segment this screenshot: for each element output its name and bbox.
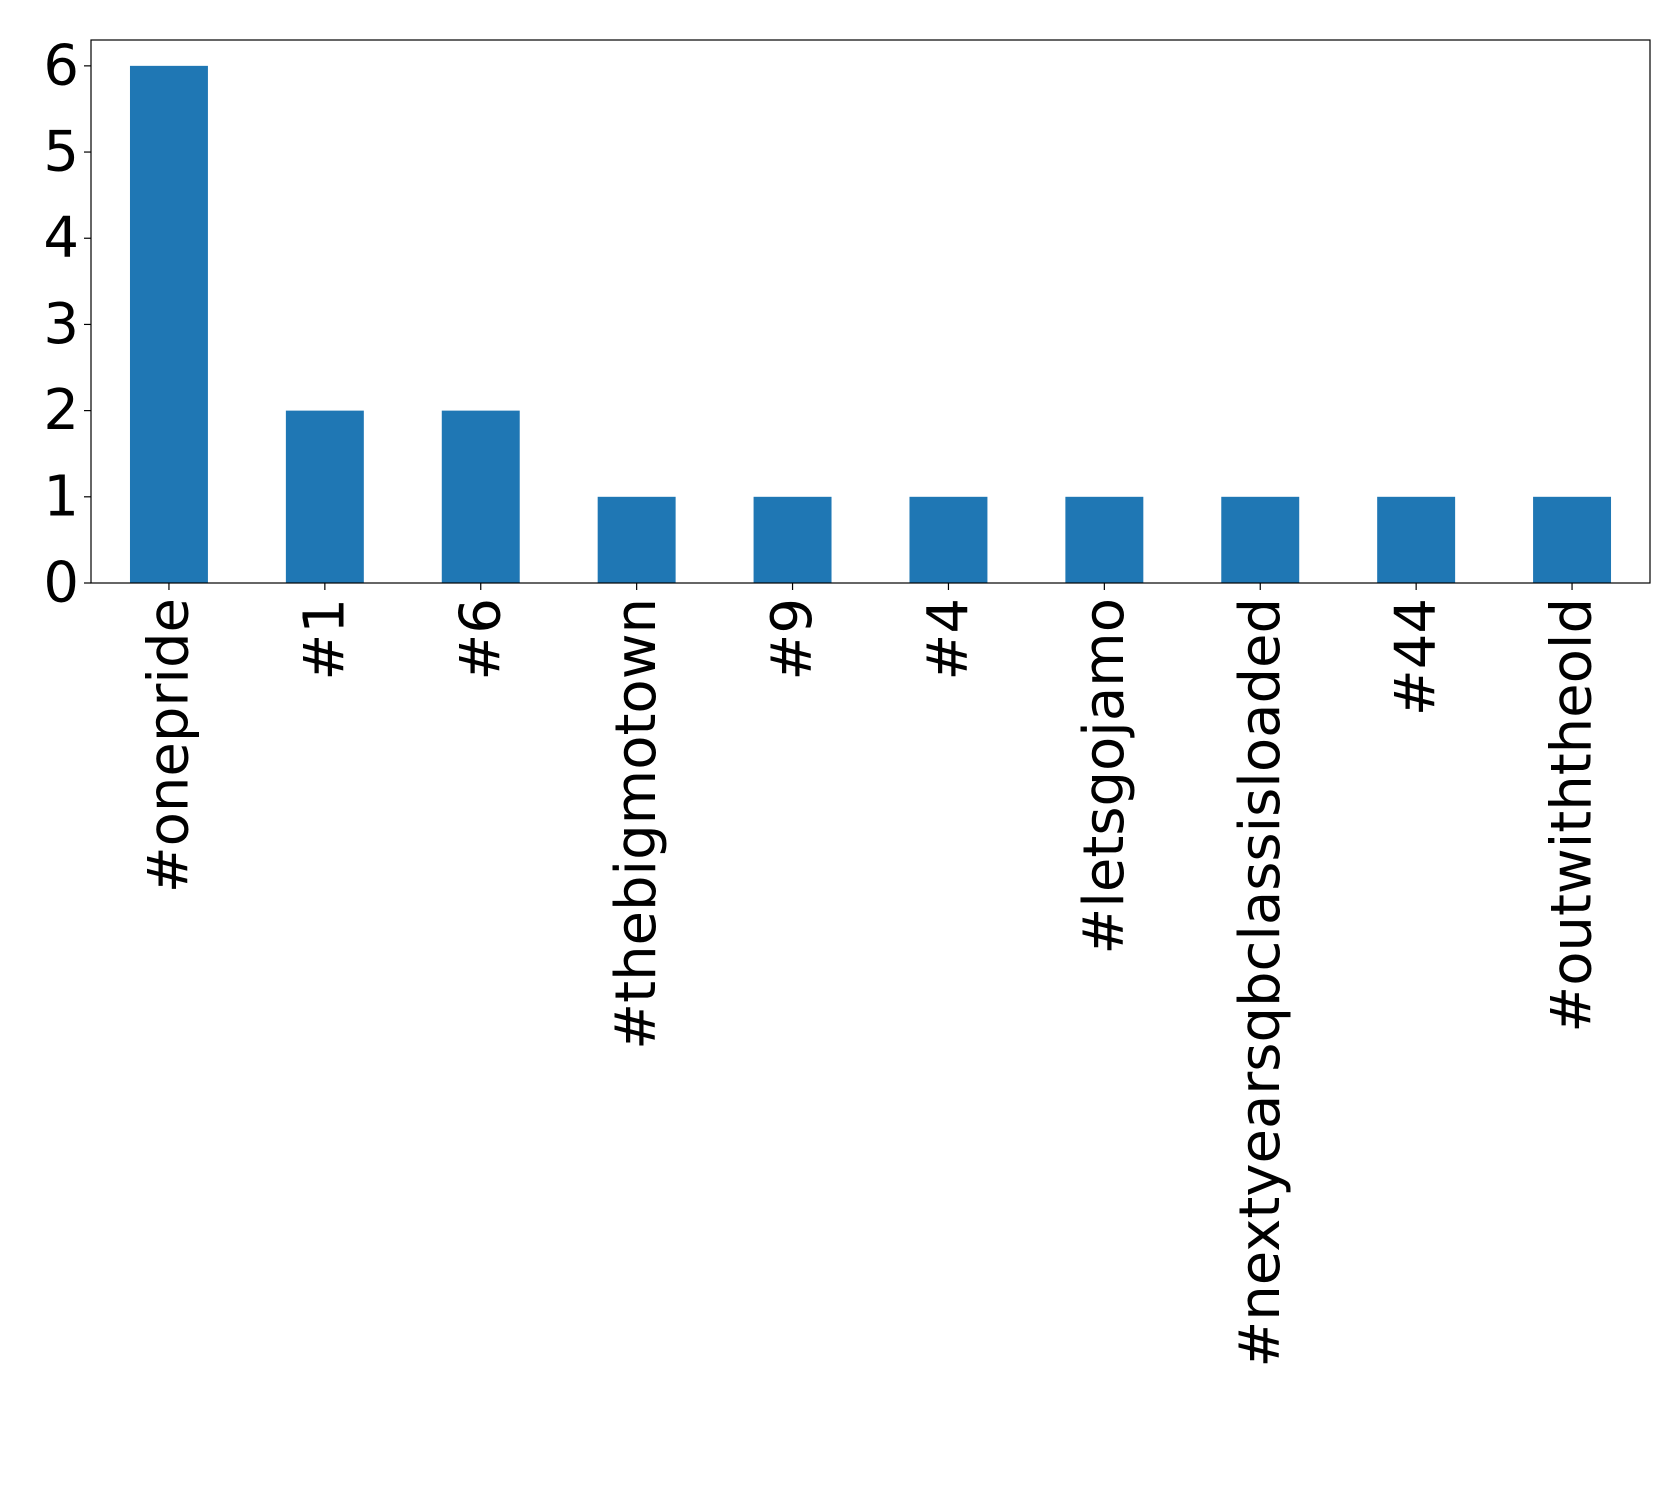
x-tick-label-6: #letsgojamo [1072,598,1137,955]
y-tick-label-6: 6 [43,33,79,98]
bar-4 [753,496,832,583]
bars-group [129,65,1612,584]
x-axis: #onepride #1 #6 #thebigmotown #9 #4 #letsgojam… [136,583,1605,1368]
y-tick-label-1: 1 [43,464,79,529]
bar-2 [441,410,520,583]
x-tick-label-5: #4 [916,598,981,681]
bar-5 [909,496,988,583]
x-tick-label-9: #outwiththeold [1540,598,1605,1033]
x-tick-label-1: #1 [292,598,357,681]
y-tick-label-2: 2 [43,378,79,443]
bar-0 [129,65,208,584]
bar-1 [285,410,364,583]
bar-8 [1377,496,1456,583]
bar-6 [1065,496,1144,583]
x-tick-label-4: #9 [760,598,825,681]
bar-7 [1221,496,1300,583]
y-tick-label-3: 3 [43,292,79,357]
x-tick-label-2: #6 [448,598,513,681]
x-tick-label-0: #onepride [136,598,201,893]
y-axis: 0 1 2 3 4 5 6 [43,33,91,616]
y-tick-label-5: 5 [43,120,79,185]
y-tick-label-0: 0 [43,551,79,616]
bar-9 [1533,496,1612,583]
plot-frame [90,39,1651,584]
x-tick-label-7: #nextyearsqbclassisloaded [1228,598,1293,1368]
x-tick-label-8: #44 [1384,598,1449,716]
x-tick-label-3: #thebigmotown [604,598,669,1050]
bar-3 [597,496,676,583]
y-tick-label-4: 4 [43,206,79,271]
